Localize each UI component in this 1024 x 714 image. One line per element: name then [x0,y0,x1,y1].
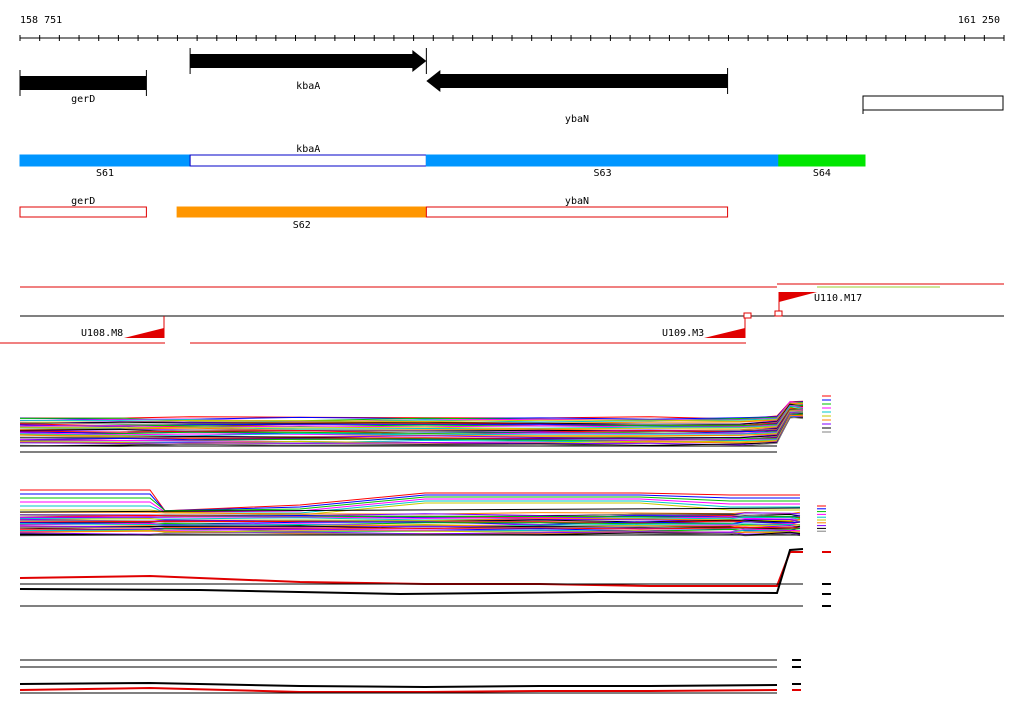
segment-S64 [778,154,866,167]
annotation-label-ybaN: ybaN [565,196,589,207]
profile-line [19,525,801,530]
ruler-end-label: 161 250 [958,15,1000,26]
gene-track: gerD kbaA ybaN [19,48,1004,125]
profile-line [20,489,800,512]
gene-label-gerD: gerD [71,94,95,105]
marker-triangle-u109 [704,328,745,338]
segment-label-kbaA: kbaA [296,144,320,155]
segment-label-S61: S61 [96,168,114,179]
profile-line [19,416,804,447]
profile-line [19,401,804,423]
gene-label-kbaA: kbaA [296,81,320,92]
annotation-label-S62: S62 [293,220,311,231]
ruler-ticks [19,35,1005,41]
profile-line [20,493,800,512]
profile-line [20,500,800,514]
annotation-S62 [176,206,427,218]
gene-label-ybaN: ybaN [565,114,589,125]
ruler: 158 751 161 250 [19,15,1005,41]
profile-line [19,400,804,420]
annotation-label-gerD: gerD [71,196,95,207]
marker-track: U108.M8 U109.M3 U110.M17 [0,283,1004,344]
profile-line [20,498,800,513]
profile-panel-2 [19,489,826,537]
marker-label-u110: U110.M17 [814,293,862,304]
marker-box-u110 [774,310,783,317]
ruler-start-label: 158 751 [20,15,62,26]
marker-triangle-u108 [124,328,164,338]
profile-line [19,516,801,520]
marker-label-u109: U109.M3 [662,328,704,339]
profile-line [19,518,801,523]
profile-line-black [19,548,804,596]
profile-line [19,530,800,535]
marker-label-u108: U108.M8 [81,328,123,339]
marker-box-u109 [743,312,752,319]
gene-arrow-ybaN [426,70,728,92]
profile-line-black [19,681,778,689]
profile-line [19,403,804,425]
profile-line [19,523,801,527]
profile-line [19,401,804,421]
marker-triangle-u110 [779,292,817,302]
profile-baseline [19,507,801,513]
annotation-gerD [19,206,147,218]
gene-box-partial [862,95,1004,111]
segment-kbaA [189,154,427,167]
segment-label-S64: S64 [813,168,831,179]
segment-label-S63: S63 [594,168,612,179]
profile-line-red [19,686,778,693]
annotation-ybaN [425,206,729,218]
segment-S63 [425,154,780,167]
gene-arrow-gerD [20,72,147,94]
profile-panel-1 [19,395,831,447]
profile-line-red [19,551,803,587]
expression-profiles [19,395,831,694]
gene-arrow-kbaA [190,50,427,72]
segment-track: S61 kbaA S63 S64 [19,144,866,179]
annotation-track: gerD S62 ybaN [19,196,729,231]
segment-S61 [19,154,191,167]
profile-line [20,496,800,512]
profile-line [19,405,804,427]
